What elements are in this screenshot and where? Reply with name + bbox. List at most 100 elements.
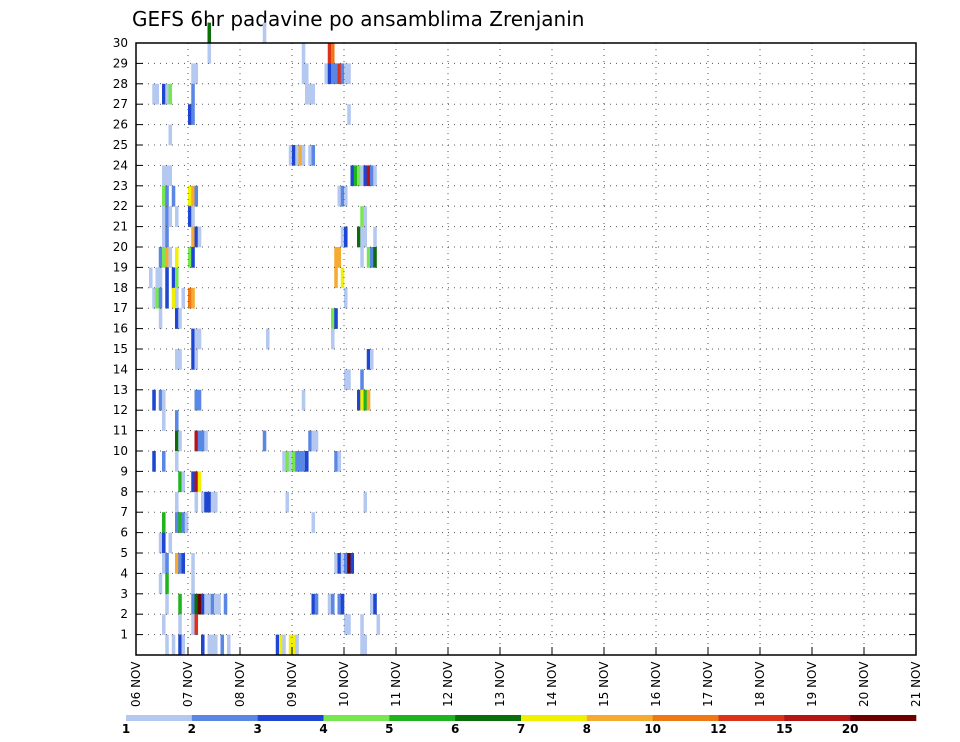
heatmap-cell [295, 145, 299, 166]
heatmap-cell [171, 267, 176, 289]
colorbar-swatch [257, 715, 324, 721]
heatmap-cell [292, 451, 296, 472]
y-tick-label: 15 [113, 342, 128, 356]
heatmap-cell [175, 349, 179, 370]
heatmap-cell [370, 165, 374, 187]
heatmap-cell [360, 369, 364, 391]
heatmap-cell [197, 593, 202, 615]
heatmap-cell [175, 512, 179, 533]
colorbar-label: 10 [644, 722, 661, 736]
colorbar-label: 2 [188, 722, 196, 736]
heatmap-cell [360, 389, 364, 411]
y-tick-label: 18 [113, 281, 128, 295]
heatmap-cell [360, 206, 364, 227]
heatmap-cell [308, 83, 312, 105]
heatmap-cell [175, 247, 179, 268]
heatmap-cell [360, 247, 364, 268]
heatmap-cell [360, 634, 364, 656]
colorbar-swatch [126, 715, 193, 721]
heatmap-cell [337, 451, 342, 472]
heatmap-cell [158, 532, 163, 554]
x-axis: 06 NOV 07 NOV 08 NOV 09 NOV 10 NOV 11 NOV 12 N… [129, 647, 923, 707]
x-tick-label: 08 NOV [233, 661, 247, 707]
heatmap-cell [191, 614, 195, 635]
colorbar-label: 3 [253, 722, 261, 736]
heatmap-cell [165, 185, 169, 207]
heatmap-cell [373, 165, 377, 187]
heatmap-cell [162, 532, 166, 554]
heatmap-cell [191, 104, 195, 125]
heatmap-cell [178, 308, 182, 329]
heatmap-cell [311, 145, 316, 166]
heatmap-cell [363, 634, 368, 656]
heatmap-cell [188, 185, 192, 207]
heatmap-cell [181, 471, 186, 493]
heatmap-cell [344, 287, 348, 309]
heatmap-cell [360, 614, 364, 635]
x-tick-label: 09 NOV [285, 661, 299, 707]
heatmap-cell [344, 553, 348, 574]
y-tick-label: 11 [113, 424, 128, 438]
y-tick-label: 9 [120, 464, 128, 478]
heatmap-cell [207, 634, 212, 656]
x-tick-label: 20 NOV [857, 661, 871, 707]
heatmap-cell [324, 63, 329, 85]
heatmap-cell [194, 491, 199, 513]
heatmap-cell [178, 593, 182, 615]
heatmap-cell [344, 614, 348, 635]
heatmap-cell [373, 593, 377, 615]
heatmap-cell [207, 22, 212, 44]
heatmap-cell [178, 512, 182, 533]
heatmap-cell [334, 247, 338, 268]
grid-lines [136, 42, 916, 655]
heatmap-cell [308, 145, 312, 166]
heatmap-cell [282, 451, 286, 472]
heatmap-cell [207, 491, 212, 513]
heatmap-cell [204, 491, 208, 513]
heatmap-cell [210, 491, 215, 513]
x-tick-label: 11 NOV [389, 661, 403, 707]
heatmap-cell [350, 553, 355, 574]
colorbar-swatch [718, 715, 785, 721]
heatmap-cell [162, 512, 166, 533]
heatmap-cell [175, 206, 179, 227]
x-tick-label: 21 NOV [909, 661, 923, 707]
heatmap-cell [366, 349, 371, 370]
heatmap-cell [305, 451, 309, 472]
x-tick-label: 06 NOV [129, 661, 143, 707]
y-axis: 1234567891011121314151617181920212223242… [113, 36, 916, 642]
heatmap-cell [337, 63, 342, 85]
heatmap-cell [301, 43, 306, 64]
heatmap-cell [165, 267, 169, 289]
heatmap-cell [360, 165, 364, 187]
heatmap-cell [197, 328, 202, 350]
y-tick-label: 19 [113, 260, 128, 274]
heatmap-cell [191, 328, 195, 350]
heatmap-cell [308, 430, 312, 452]
y-tick-label: 12 [113, 403, 128, 417]
colorbar-label: 7 [517, 722, 525, 736]
heatmap-cell [227, 634, 231, 656]
colorbar-swatch [323, 715, 390, 721]
heatmap-cell [223, 593, 228, 615]
heatmap-cell [171, 634, 176, 656]
heatmap-cell [188, 287, 192, 309]
heatmap-cell [363, 226, 368, 248]
heatmap-cell [181, 512, 186, 533]
heatmap-cell [162, 226, 166, 248]
heatmap-cell [340, 63, 345, 85]
heatmap-cell [363, 491, 368, 513]
colorbar-swatch [652, 715, 719, 721]
y-tick-label: 26 [113, 118, 128, 132]
heatmap-cell [327, 43, 332, 64]
heatmap-cell [194, 614, 199, 635]
heatmap-cell [194, 63, 199, 85]
heatmap-cell [350, 165, 355, 187]
x-tick-label: 07 NOV [181, 661, 195, 707]
y-tick-label: 3 [120, 587, 128, 601]
heatmap-cell [370, 593, 374, 615]
heatmap-cell [194, 430, 199, 452]
colorbar-label: 4 [319, 722, 327, 736]
heatmap-cell [217, 593, 221, 615]
y-tick-label: 4 [120, 566, 128, 580]
